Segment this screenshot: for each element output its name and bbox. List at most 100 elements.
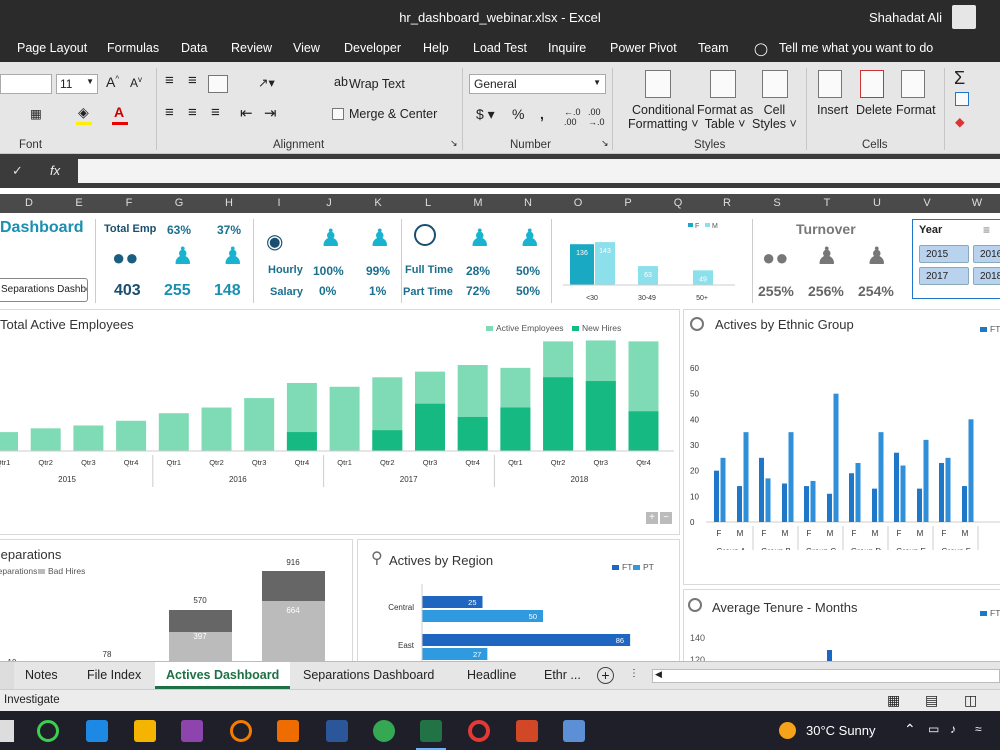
column-header[interactable]: J [326,197,332,209]
decrease-font-icon[interactable]: Av [130,75,143,90]
decrease-indent-icon[interactable]: ⇤ [240,105,253,122]
tab-team[interactable]: Team [698,41,729,55]
font-size-box[interactable]: 11 ▼ [56,74,98,94]
tab-load-test[interactable]: Load Test [473,41,527,55]
merge-center-button[interactable]: Merge & Center [349,107,438,121]
column-header[interactable]: H [225,197,233,209]
align-middle-icon[interactable]: ≡ [188,72,197,89]
borders-icon[interactable]: ▦ [30,107,42,121]
tab-review[interactable]: Review [231,41,272,55]
wrap-text-icon[interactable]: ab [334,75,348,89]
number-format-select[interactable]: General ▼ [469,74,606,94]
column-header[interactable]: V [923,197,931,209]
tab-data[interactable]: Data [181,41,208,55]
cell-styles-button[interactable]: Cell Styles ˅ [752,103,797,131]
increase-indent-icon[interactable]: ⇥ [264,105,277,122]
align-top-icon[interactable]: ≡ [165,72,174,89]
word-icon[interactable] [326,720,348,742]
column-header[interactable]: D [25,197,33,209]
separations-panel[interactable]: Separations Separations Bad Hires 10 78 57… [0,539,353,661]
tab-formulas[interactable]: Formulas [107,41,160,55]
tab-help[interactable]: Help [423,41,449,55]
decrease-decimal-icon[interactable]: .00 →.0 [588,107,605,127]
align-left-icon[interactable]: ≡ [165,104,174,121]
tenure-panel[interactable]: Average Tenure - Months FT 140 120 [683,589,1000,661]
xampp-icon[interactable] [277,720,299,742]
currency-icon[interactable]: $ ▾ [476,106,495,122]
align-center-icon[interactable]: ≡ [188,104,197,121]
opera-icon[interactable] [468,720,490,742]
column-header[interactable]: O [573,197,583,209]
column-header[interactable]: P [624,197,632,209]
year-2015-button[interactable]: 2015 [919,245,969,263]
tab-page-layout[interactable]: Page Layout [17,41,88,55]
column-header[interactable]: F [125,197,133,209]
add-sheet-button[interactable]: + [597,667,614,684]
column-header[interactable]: K [374,197,382,209]
worksheet[interactable]: Dashboard Separations Dashboard Total Em… [0,213,1000,661]
insert-button[interactable]: Insert [817,103,849,117]
tab-menu-icon[interactable]: ⋮ [629,668,639,679]
horizontal-scrollbar[interactable]: ◀ [652,669,1000,683]
column-header[interactable]: Q [673,197,683,209]
column-header[interactable]: L [424,197,432,209]
avatar[interactable] [952,5,976,29]
wifi-icon[interactable]: ≈ [975,722,982,736]
column-header[interactable]: N [524,197,532,209]
dialog-launcher-icon[interactable]: ↘ [450,138,458,148]
column-header[interactable]: T [823,197,831,209]
tab-view[interactable]: View [293,41,320,55]
ethnic-group-panel[interactable]: Actives by Ethnic Group FT 0 10 20 30 40 50 60… [683,309,1000,585]
font-name-box[interactable] [0,74,52,94]
column-header[interactable]: U [873,197,881,209]
user-name[interactable]: Shahadat Ali [868,10,942,25]
region-panel[interactable]: ⚲ Actives by Region FT PT Central 25 50 Eas… [357,539,680,661]
column-header[interactable]: G [174,197,184,209]
fill-icon[interactable] [955,92,969,106]
tell-me-search[interactable]: Tell me what you want to do [779,41,934,55]
mail-icon[interactable] [86,720,108,742]
start-icon[interactable] [0,720,14,742]
activity-icon[interactable] [37,720,59,742]
collapse-icon[interactable]: − [660,512,672,524]
column-header[interactable]: M [473,197,483,209]
sheet-tab-active[interactable] [155,662,290,689]
excel-icon[interactable] [420,720,442,742]
autosum-icon[interactable]: Σ [954,68,966,88]
battery-icon[interactable]: ▭ [928,722,940,736]
normal-view-icon[interactable]: ▦ [887,692,901,708]
dialog-launcher-icon[interactable]: ↘ [601,138,609,148]
tab-developer[interactable]: Developer [344,41,401,55]
sheet-tab-ethnic[interactable]: Ethr ... [544,668,581,682]
app-icon[interactable] [563,720,585,742]
expand-icon[interactable]: + [646,512,658,524]
sheet-tab-notes[interactable]: Notes [25,668,58,682]
format-button[interactable]: Format [896,103,936,117]
check-icon[interactable]: ✓ [12,163,23,178]
percent-icon[interactable]: % [512,106,525,122]
total-active-employees-panel[interactable]: Total Active Employees Active Employees … [0,309,680,535]
sheet-tab-file-index[interactable]: File Index [87,668,142,682]
scroll-left-icon[interactable]: ◀ [655,669,662,679]
visual-studio-icon[interactable] [181,720,203,742]
year-2017-button[interactable]: 2017 [919,267,969,285]
sheet-tab-actives-dashboard[interactable]: Actives Dashboard [166,668,280,682]
increase-font-icon[interactable]: A^ [106,74,120,90]
increase-decimal-icon[interactable]: ←.0.00 [564,107,581,127]
wrap-text-button[interactable]: Wrap Text [349,77,405,91]
weather-text[interactable]: 30°C Sunny [806,723,876,738]
orientation-icon[interactable]: ↗▾ [258,76,275,90]
align-right-icon[interactable]: ≡ [211,104,220,121]
tab-inquire[interactable]: Inquire [548,41,587,55]
font-color-icon[interactable]: A [114,104,125,120]
sheet-tab-separations-dashboard[interactable]: Separations Dashboard [303,668,435,682]
tab-power-pivot[interactable]: Power Pivot [610,41,677,55]
page-layout-icon[interactable]: ▤ [925,692,939,708]
clear-icon[interactable]: ◆ [955,115,965,129]
insert-function-icon[interactable]: fx [50,163,61,178]
conditional-formatting-button[interactable]: Conditional Formatting ˅ [628,103,699,131]
merge-icon[interactable] [332,108,344,120]
multi-select-icon[interactable]: ≡ [983,223,991,237]
delete-button[interactable]: Delete [856,103,893,117]
sheet-tab-headline[interactable]: Headline [467,668,517,682]
